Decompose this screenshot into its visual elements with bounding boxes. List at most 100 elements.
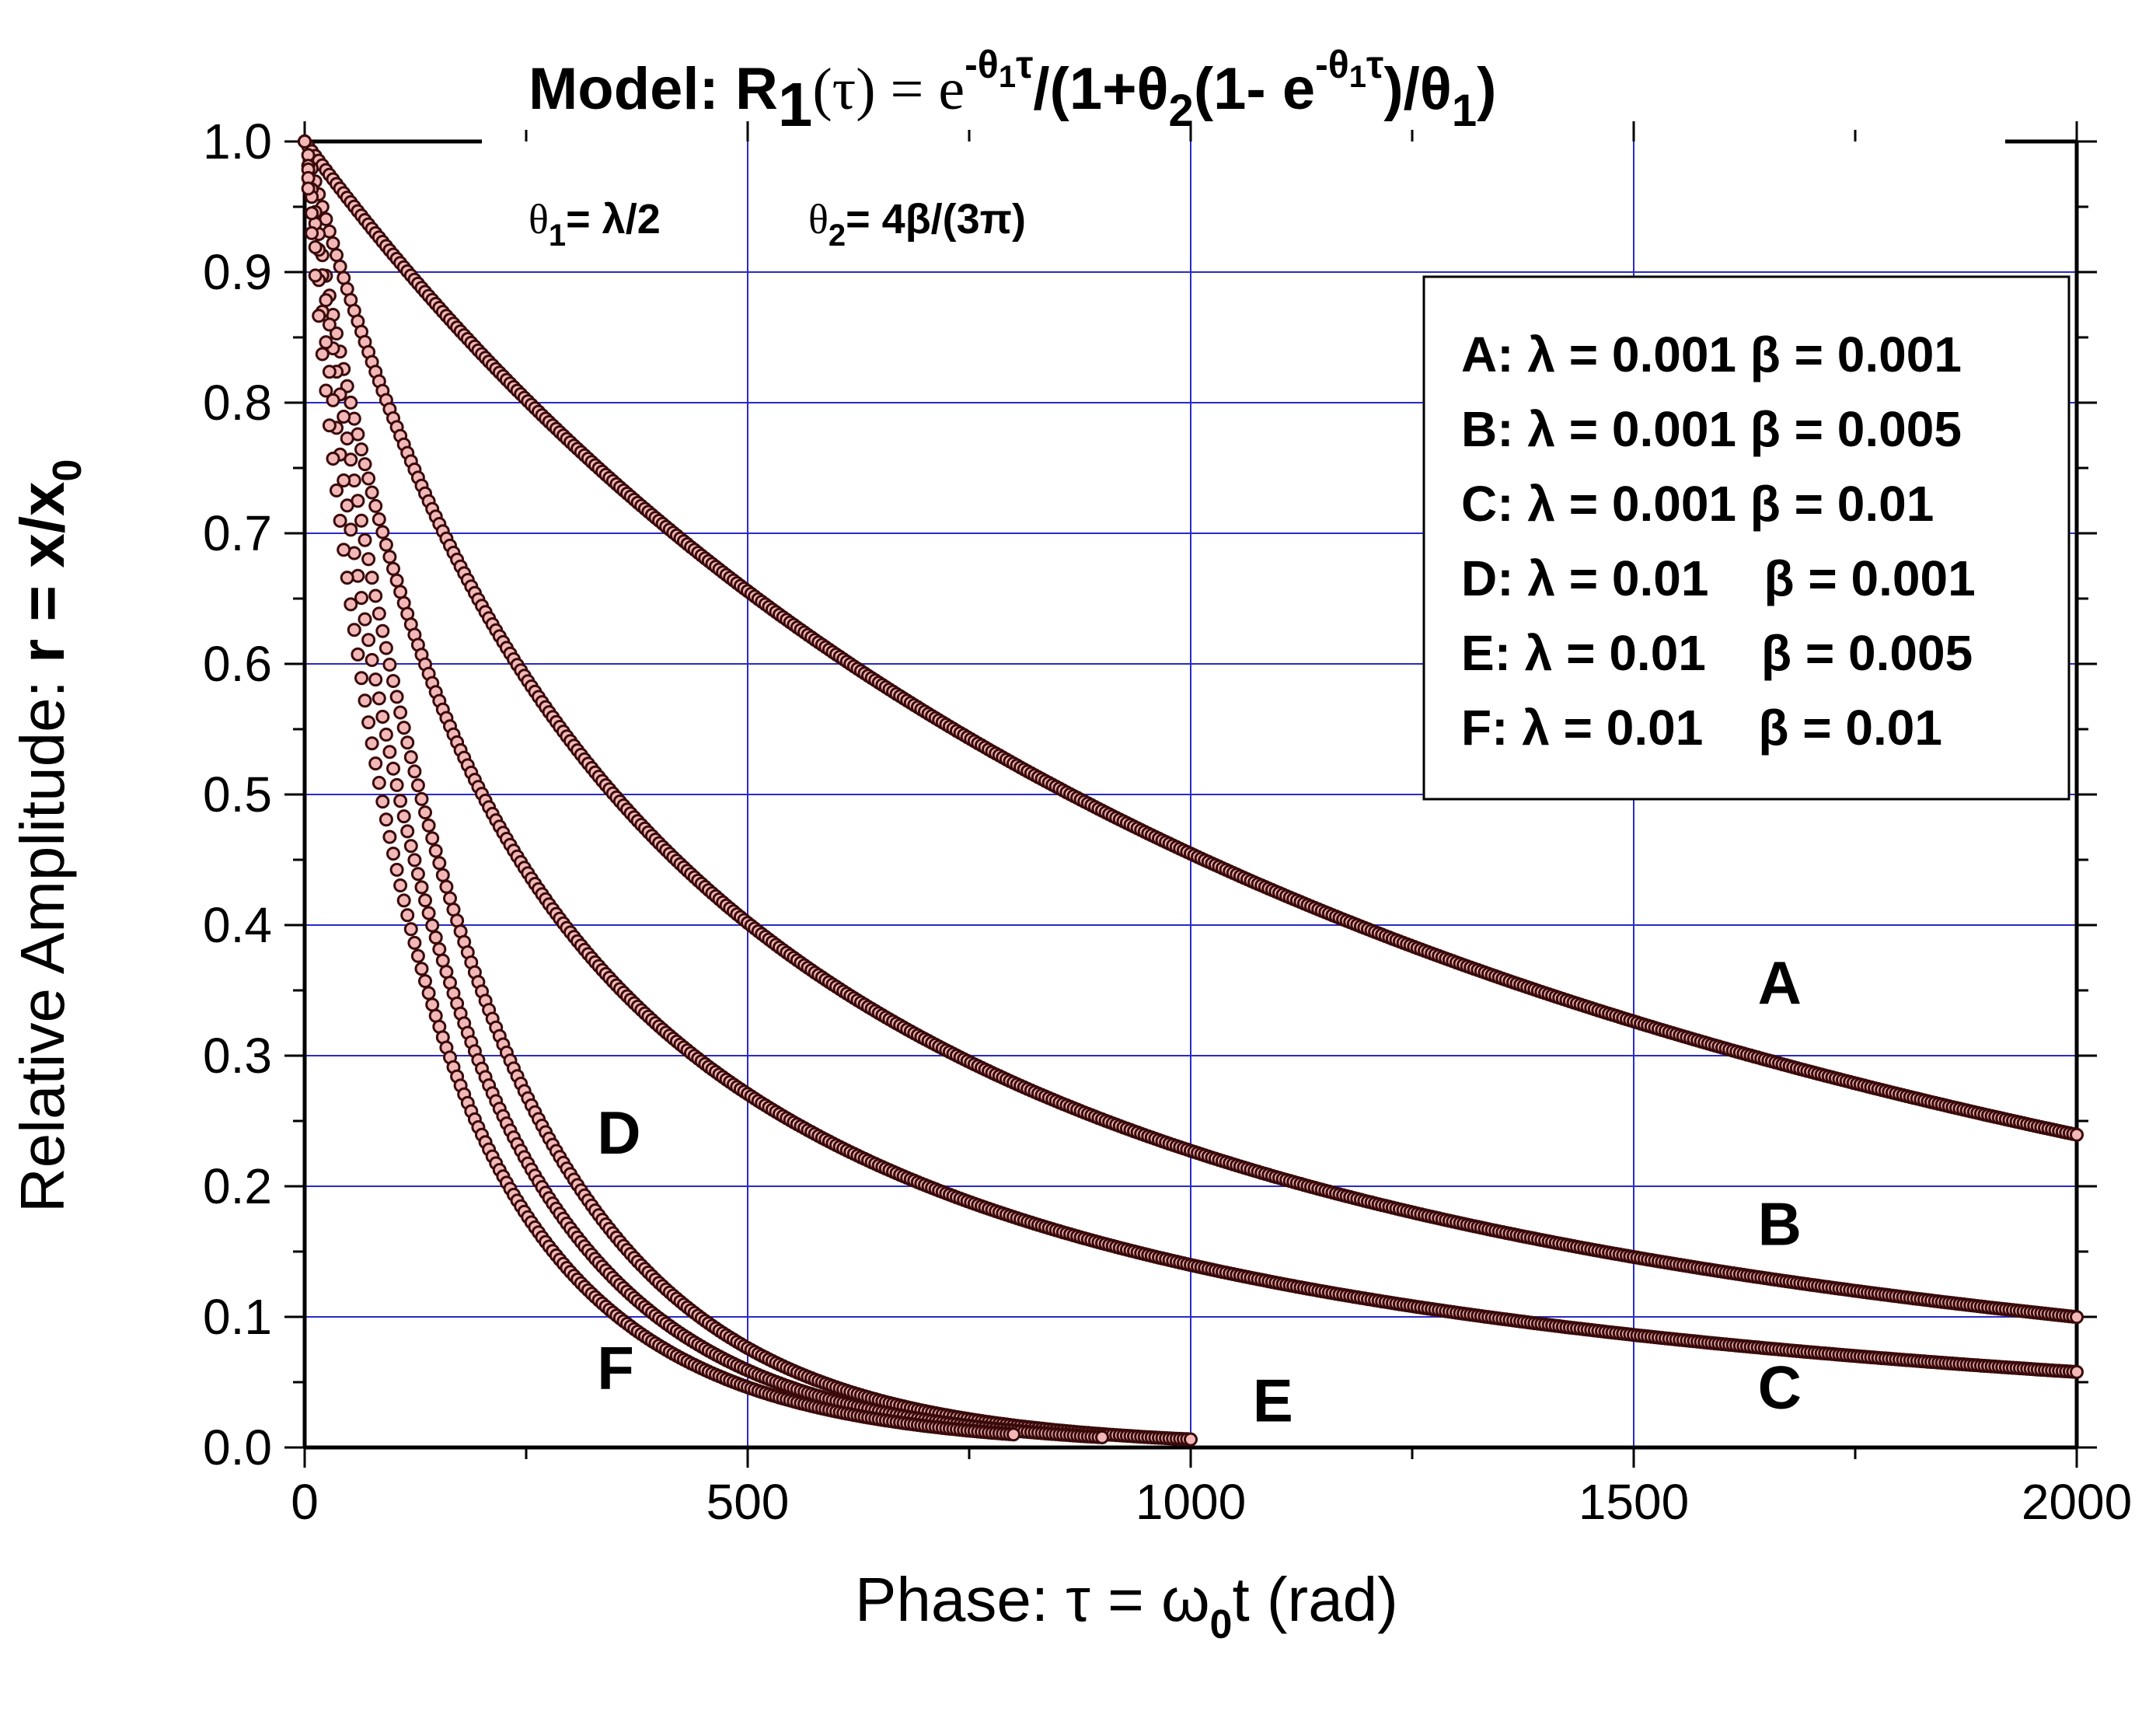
series-F-point <box>319 383 333 398</box>
series-F-point <box>347 623 361 637</box>
series-E-point <box>358 612 372 627</box>
y-tick-label: 0.6 <box>203 636 272 692</box>
series-F-point <box>308 268 323 283</box>
series-E-point <box>435 953 450 968</box>
series-E-point <box>396 809 411 824</box>
curve-label-E: E <box>1253 1366 1293 1434</box>
series-F-point <box>386 847 400 861</box>
series-F-point <box>305 225 319 240</box>
series-D-point <box>389 690 404 704</box>
series-F-point <box>365 736 379 751</box>
series-D-point <box>432 856 447 871</box>
series-E-point <box>354 591 368 606</box>
series-E-point <box>386 761 400 776</box>
series-F-point <box>400 908 415 923</box>
series-E-point <box>308 240 323 254</box>
series-E-point <box>418 893 432 908</box>
series-D-point <box>372 606 386 621</box>
series-E-point <box>407 853 422 868</box>
series-D-point <box>319 293 333 308</box>
curve-label-A: A <box>1758 948 1802 1017</box>
theta2-definition: θ2= 4β/(3π) <box>808 196 1026 253</box>
series-F-point <box>312 309 326 323</box>
series-F-point <box>326 452 340 466</box>
series-E-point <box>425 918 440 933</box>
series-E-point <box>337 473 351 487</box>
series-E-point <box>372 691 386 706</box>
series-D-point <box>435 868 450 882</box>
legend-entry: A: λ = 0.001 β = 0.001 <box>1461 326 1962 382</box>
series-C-point <box>379 537 393 552</box>
series-D-point <box>400 735 415 750</box>
legend-entry: B: λ = 0.001 β = 0.005 <box>1461 401 1962 457</box>
series-D-point <box>375 623 390 638</box>
x-tick-label: 0 <box>291 1474 319 1530</box>
series-E-point <box>379 728 393 742</box>
series-F-point <box>396 893 411 908</box>
series-C-point <box>386 561 400 576</box>
series-F <box>298 134 1020 1442</box>
series-D-point <box>337 410 351 424</box>
series-F-point <box>421 986 436 1000</box>
series-C-point <box>389 573 404 588</box>
series-E-point <box>340 498 354 513</box>
series-D-point <box>414 791 429 806</box>
series-C-point <box>372 512 386 526</box>
legend-entry: F: λ = 0.01 β = 0.01 <box>1461 700 1942 756</box>
series-C-point <box>330 326 344 340</box>
series-D-point <box>428 843 443 858</box>
series-E-point <box>361 633 376 648</box>
series-F-point <box>322 418 337 433</box>
series-F-point <box>344 597 358 612</box>
series-C-point <box>354 442 368 457</box>
series-F-point <box>298 134 312 148</box>
y-tick-label: 1.0 <box>203 113 272 169</box>
series-F-point <box>315 347 330 361</box>
series-D-point <box>340 431 354 445</box>
x-tick-label: 500 <box>706 1474 790 1530</box>
chart-title: Model: R1(τ) = e-θ1τ/(1+θ2(1- e-θ1τ)/θ1) <box>529 43 1496 139</box>
x-axis-title: Phase: τ = ω0t (rad) <box>855 1565 1398 1647</box>
series-D-point <box>439 879 454 894</box>
curve-label-F: F <box>597 1333 634 1402</box>
series-E-point <box>414 880 429 895</box>
curve-label-C: C <box>1758 1353 1802 1422</box>
curve-label-D: D <box>597 1098 640 1167</box>
legend-entry: D: λ = 0.01 β = 0.001 <box>1461 550 1976 606</box>
series-D-point <box>410 778 425 793</box>
series-F-point <box>414 962 429 976</box>
series-C-point <box>361 471 376 486</box>
series-E-point <box>375 710 390 724</box>
series-D-point <box>368 588 383 603</box>
series-D-point <box>386 674 400 688</box>
series-F-point <box>1006 1427 1020 1442</box>
series-B-point <box>326 236 340 250</box>
series-E-point <box>421 906 436 920</box>
series-E-point <box>326 393 340 407</box>
curve-labels: A B C D E F <box>597 948 1802 1435</box>
legend-box <box>1422 275 2071 801</box>
series-F-point <box>340 571 354 585</box>
y-tick-label: 0.4 <box>203 897 272 953</box>
y-tick-label: 0.3 <box>203 1028 272 1084</box>
series-F-point <box>354 671 368 686</box>
y-tick-label: 0.7 <box>203 505 272 561</box>
series-C-point <box>375 525 390 539</box>
series-C-point <box>344 395 358 410</box>
series-B <box>298 134 2084 1325</box>
series-D-point <box>403 750 418 764</box>
theta1-definition: θ1= λ/2 <box>529 196 661 253</box>
series-F-point <box>375 794 390 809</box>
series-D-point <box>396 721 411 735</box>
series-E-point <box>389 777 404 792</box>
series-D-point <box>365 571 379 585</box>
series-E-point <box>432 942 447 957</box>
series-D-point <box>443 891 457 906</box>
series-F-point <box>407 935 422 950</box>
series-F-point <box>403 922 418 937</box>
series-E-point <box>393 794 408 808</box>
series-F-point <box>358 693 372 708</box>
series-E-point <box>322 365 337 379</box>
y-tick-label: 0.1 <box>203 1289 272 1345</box>
